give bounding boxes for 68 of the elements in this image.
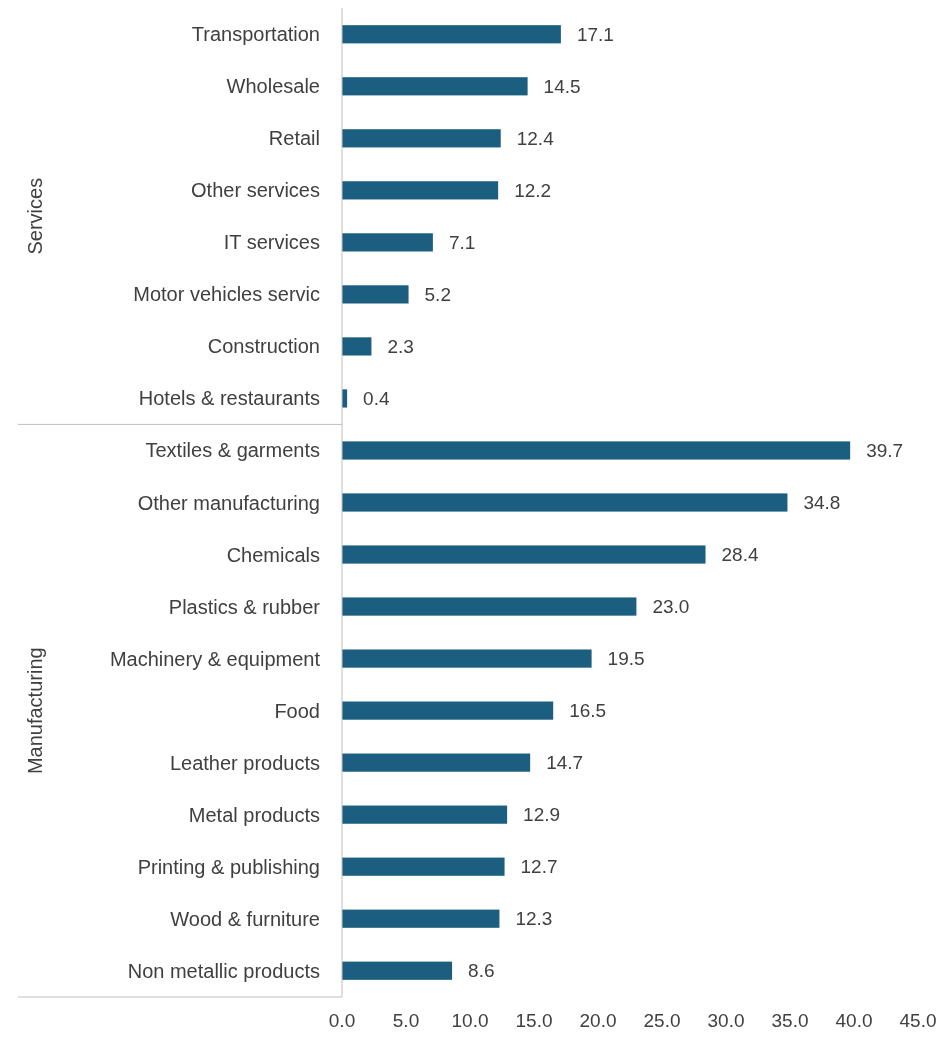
- y-tick-label: Construction: [207, 335, 320, 358]
- y-tick-label: Plastics & rubber: [168, 595, 321, 618]
- data-label: 8.6: [468, 960, 495, 982]
- y-tick-label: Hotels & restaurants: [138, 387, 320, 410]
- bar: [342, 649, 592, 668]
- bar: [342, 701, 554, 720]
- x-tick-label: 25.0: [643, 1010, 681, 1031]
- y-tick-label: Wholesale: [226, 75, 320, 98]
- y-tick-label: Other services: [191, 179, 320, 202]
- data-label: 12.2: [514, 180, 552, 201]
- bar: [342, 493, 788, 512]
- y-tick-label: Machinery & equipment: [109, 647, 321, 670]
- data-label: 12.9: [523, 804, 561, 826]
- bar: [342, 753, 531, 772]
- data-label: 12.4: [516, 127, 555, 149]
- bar: [342, 961, 453, 980]
- y-tick-label: Textiles & garments: [145, 439, 320, 462]
- data-label: 12.7: [520, 856, 558, 878]
- data-label: 14.5: [543, 75, 581, 97]
- x-tick-label: 35.0: [771, 1010, 809, 1031]
- bar: [342, 337, 372, 356]
- bar: [342, 181, 499, 200]
- y-tick-label: IT services: [223, 231, 320, 254]
- x-tick-label: 45.0: [899, 1010, 937, 1031]
- bar: [342, 233, 433, 252]
- y-tick-label: Metal products: [188, 803, 320, 826]
- data-label: 7.1: [448, 232, 476, 254]
- data-label: 34.8: [803, 492, 841, 514]
- y-tick-label: Transportation: [191, 23, 320, 46]
- bar: [342, 25, 561, 44]
- bar: [342, 129, 501, 148]
- data-label: 23.0: [652, 596, 690, 618]
- y-tick-label: Motor vehicles servic: [133, 283, 320, 306]
- y-tick-label: Leather products: [169, 751, 320, 774]
- bar: [342, 805, 508, 824]
- data-label: 39.7: [866, 440, 904, 462]
- data-label: 17.1: [576, 23, 614, 45]
- bar: [342, 545, 706, 564]
- data-label: 2.3: [387, 336, 414, 358]
- x-tick-label: 30.0: [707, 1010, 745, 1031]
- bar: [342, 909, 500, 928]
- x-tick-label: 20.0: [579, 1010, 617, 1031]
- data-label: 19.5: [607, 648, 645, 670]
- x-tick-label: 40.0: [835, 1010, 873, 1031]
- x-tick-label: 0.0: [328, 1010, 356, 1031]
- bar: [342, 597, 637, 616]
- y-tick-label: Wood & furniture: [170, 907, 320, 930]
- data-label: 5.2: [424, 284, 451, 306]
- data-label: 0.4: [363, 388, 390, 410]
- y-tick-label: Other manufacturing: [137, 491, 320, 514]
- y-tick-label: Non metallic products: [127, 959, 320, 982]
- y-tick-label: Food: [274, 699, 320, 722]
- x-tick-label: 5.0: [392, 1010, 420, 1031]
- bar: [342, 857, 505, 876]
- bar: [342, 441, 851, 460]
- bar: [342, 285, 409, 304]
- x-tick-label: 15.0: [515, 1010, 553, 1031]
- text: Manufacturing: [24, 647, 46, 775]
- x-tick-label: 10.0: [451, 1010, 489, 1031]
- data-label: 12.3: [515, 908, 553, 930]
- data-label: 16.5: [569, 700, 607, 722]
- bar: [342, 77, 528, 96]
- y-tick-label: Chemicals: [226, 543, 320, 566]
- data-label: 14.7: [546, 752, 584, 774]
- y-tick-label: Retail: [268, 127, 320, 150]
- data-label: 28.4: [721, 544, 759, 566]
- text: Services: [24, 177, 46, 255]
- y-tick-label: Printing & publishing: [137, 855, 320, 878]
